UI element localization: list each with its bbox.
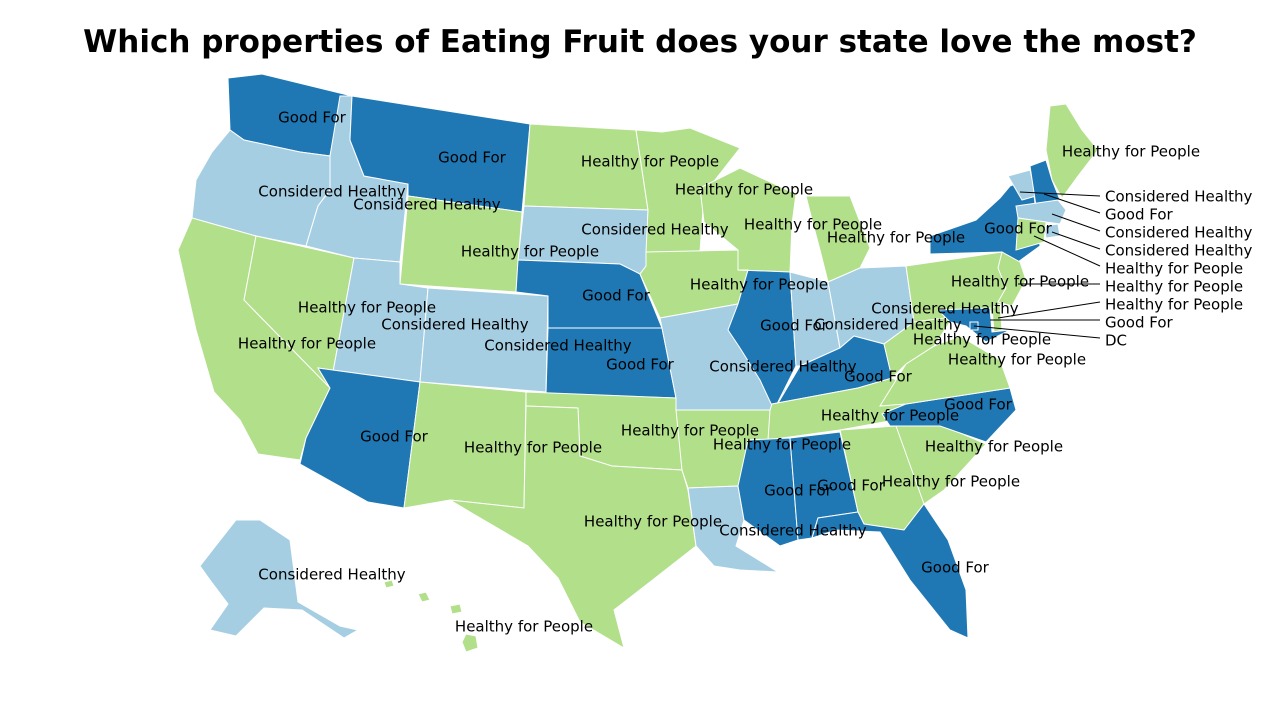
leader-lines [973, 191, 1101, 339]
state-label-ne: Good For [582, 287, 651, 305]
state-label-tx: Healthy for People [584, 513, 722, 531]
state-ma [1015, 199, 1067, 225]
state-label-nj: Healthy for People [1105, 278, 1243, 296]
state-label-nd: Healthy for People [581, 153, 719, 171]
state-label-in: Considered Healthy [814, 316, 962, 334]
state-nh [1029, 159, 1061, 207]
state-label-sc: Healthy for People [925, 438, 1063, 456]
state-label-nm: Healthy for People [464, 439, 602, 457]
state-label-nh: Good For [1105, 206, 1174, 224]
state-label-ny: Good For [984, 220, 1053, 238]
state-label-ct: Healthy for People [1105, 260, 1243, 278]
state-label-sd: Considered Healthy [581, 221, 729, 239]
state-ak [199, 519, 360, 639]
state-label-mo: Considered Healthy [709, 358, 857, 376]
leader-line-ma [1051, 213, 1101, 232]
state-label-pa: Healthy for People [951, 273, 1089, 291]
state-label-ms: Good For [764, 482, 833, 500]
state-label-de: Healthy for People [1105, 296, 1243, 314]
state-label-fl: Good For [921, 559, 990, 577]
state-hi [449, 603, 463, 615]
leader-line-vt [1019, 191, 1101, 197]
state-shapes [177, 73, 1099, 653]
state-hi [461, 633, 479, 653]
state-label-me: Healthy for People [1062, 143, 1200, 161]
state-label-ut: Considered Healthy [381, 316, 529, 334]
state-label-ok: Healthy for People [621, 422, 759, 440]
state-label-mt: Good For [438, 149, 507, 167]
state-label-ak: Considered Healthy [258, 566, 406, 584]
state-label-ar: Healthy for People [713, 436, 851, 454]
state-tx [449, 405, 697, 650]
state-label-va: Healthy for People [948, 351, 1086, 369]
state-hi [417, 591, 431, 603]
leader-line-nh [1043, 193, 1101, 214]
state-fl [811, 503, 969, 639]
state-ri [1043, 223, 1061, 239]
state-label-ky: Good For [844, 368, 913, 386]
state-label-nv: Healthy for People [298, 299, 436, 317]
state-de [991, 303, 1003, 333]
state-label-hi: Healthy for People [455, 618, 593, 636]
state-label-vt: Considered Healthy [1105, 188, 1253, 206]
state-label-co: Considered Healthy [484, 337, 632, 355]
state-label-dc: DC [1105, 332, 1127, 350]
state-ct [1015, 217, 1047, 251]
state-label-al: Good For [817, 477, 886, 495]
map-title: Which properties of Eating Fruit does yo… [83, 24, 1197, 60]
state-label-md: Good For [1105, 314, 1174, 332]
state-label-la: Considered Healthy [719, 522, 867, 540]
state-label-nc: Good For [944, 396, 1013, 414]
state-label-wy: Healthy for People [461, 243, 599, 261]
state-pa [905, 251, 1013, 323]
state-label-ks: Good For [606, 356, 675, 374]
state-label-wa: Good For [278, 109, 347, 127]
state-label-wv: Healthy for People [913, 331, 1051, 349]
state-label-ca: Healthy for People [238, 335, 376, 353]
state-label-wi: Healthy for People [744, 216, 882, 234]
leader-line-ct [1033, 235, 1101, 267]
state-label-mi: Healthy for People [827, 229, 965, 247]
state-label-mn: Healthy for People [675, 181, 813, 199]
leader-line-dc [973, 325, 1101, 339]
state-label-ia: Healthy for People [690, 276, 828, 294]
state-label-id: Considered Healthy [353, 196, 501, 214]
state-nj [997, 251, 1027, 307]
state-label-ma: Considered Healthy [1105, 224, 1253, 242]
state-me [1045, 103, 1099, 199]
state-label-az: Good For [360, 428, 429, 446]
state-hi [383, 579, 395, 589]
state-label-ri: Considered Healthy [1105, 242, 1253, 260]
leader-line-de [997, 301, 1101, 319]
state-label-or: Considered Healthy [258, 183, 406, 201]
state-label-oh: Considered Healthy [871, 300, 1019, 318]
state-label-ga: Healthy for People [882, 473, 1020, 491]
state-label-il: Good For [760, 317, 829, 335]
state-label-tn: Healthy for People [821, 407, 959, 425]
leader-line-ri [1051, 231, 1101, 250]
